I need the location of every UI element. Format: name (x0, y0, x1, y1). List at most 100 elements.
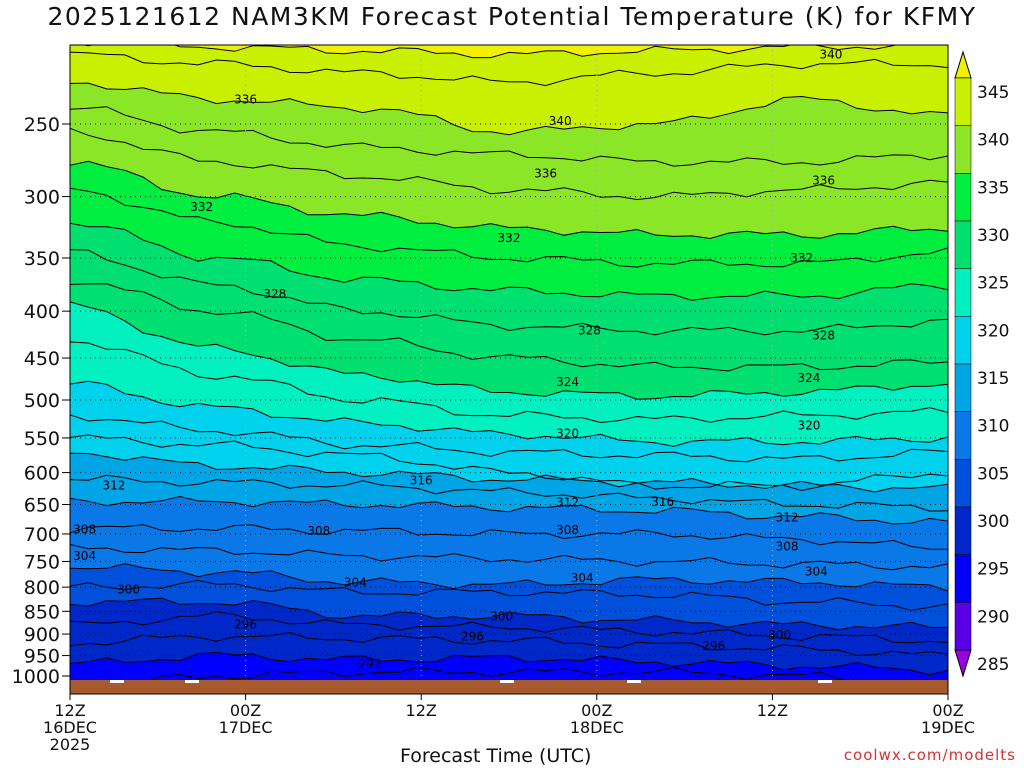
contour-label-296: 296 (702, 639, 725, 653)
contour-label-304: 304 (73, 549, 96, 563)
colorbar-band (954, 554, 972, 603)
isentrope-302 (70, 579, 948, 611)
theta-fill-layer (70, 45, 948, 680)
isentrope-326 (70, 283, 948, 372)
y-tick-label-850: 850 (24, 601, 60, 623)
colorbar-label-305: 305 (977, 464, 1009, 484)
colorbar: 345 340 335 330 325 320 315 310 305 300 295 290 285 (954, 50, 1009, 678)
colorbar-bottom-arrow (954, 649, 972, 678)
colorbar-band (954, 77, 972, 126)
colorbar-band (954, 316, 972, 365)
colorbar-band (954, 125, 972, 174)
colorbar-label-320: 320 (977, 321, 1009, 341)
colorbar-label-340: 340 (977, 131, 1009, 151)
isentrope-300 (70, 597, 948, 631)
colorbar-band (954, 602, 972, 651)
contour-label-332: 332 (498, 231, 521, 245)
x-tick-label-0-2: 16DEC (43, 718, 97, 737)
isentrope-340 (70, 82, 948, 136)
x-axis-label: Forecast Time (UTC) (400, 745, 592, 767)
isentrope-292 (148, 666, 934, 680)
surface-marker (627, 680, 641, 683)
colorbar-label-335: 335 (977, 178, 1009, 198)
contour-label-300: 300 (117, 583, 140, 597)
y-tick-label-300: 300 (24, 187, 60, 209)
contour-label-300: 300 (768, 628, 791, 642)
x-tick-label-60-2: 19DEC (921, 718, 975, 737)
colorbar-band (954, 363, 972, 412)
y-tick-label-650: 650 (24, 494, 60, 516)
surface-marker (185, 680, 199, 683)
surface-marker (500, 680, 514, 683)
colorbar-band (954, 506, 972, 555)
y-tick-label-1000: 1000 (12, 666, 60, 688)
contour-label-300: 300 (490, 609, 513, 623)
contour-label-304: 304 (805, 564, 828, 578)
contour-label-296: 296 (234, 618, 257, 632)
isentrope-314 (70, 452, 948, 493)
chart-title: 2025121612 NAM3KM Forecast Potential Tem… (47, 2, 977, 31)
theta-band-292 (70, 667, 948, 680)
colorbar-label-315: 315 (977, 369, 1009, 389)
x-tick-label-48-1: 12Z (757, 701, 788, 720)
isentrope-310 (70, 495, 948, 525)
contour-label-336: 336 (534, 166, 557, 180)
surface-marker (110, 680, 124, 683)
y-tick-label-400: 400 (24, 301, 60, 323)
contour-label-304: 304 (571, 571, 594, 585)
x-tick-label-12-1: 00Z (230, 701, 261, 720)
colorbar-label-285: 285 (977, 655, 1009, 675)
y-tick-label-500: 500 (24, 390, 60, 412)
surface-marker (818, 680, 832, 683)
colorbar-top-arrow (954, 50, 972, 79)
contour-label-332: 332 (790, 251, 813, 265)
colorbar-label-345: 345 (977, 83, 1009, 103)
isentrope-338 (70, 106, 948, 167)
y-axis: 2503003504004505005506006507007508008509… (12, 114, 70, 688)
colorbar-band (954, 411, 972, 460)
isentrope-322 (70, 341, 948, 424)
isentrope-306 (70, 544, 948, 571)
x-tick-label-60-1: 00Z (932, 701, 963, 720)
contour-label-312: 312 (556, 496, 579, 510)
y-tick-label-950: 950 (24, 646, 60, 668)
isentrope-332 (70, 187, 948, 268)
isentrope-344 (81, 45, 898, 59)
contour-label-296: 296 (461, 629, 484, 643)
contour-label-308: 308 (307, 524, 330, 538)
x-tick-label-12-2: 17DEC (219, 718, 273, 737)
isentrope-312 (70, 474, 948, 512)
contour-label-324: 324 (798, 371, 821, 385)
contour-label-328: 328 (263, 287, 286, 301)
y-tick-label-350: 350 (24, 248, 60, 270)
y-tick-label-450: 450 (24, 348, 60, 370)
contour-label-layer: 340 340 336 336 336 332 332 332 328 328 328 324 324 3… (73, 48, 842, 671)
contour-label-308: 308 (776, 539, 799, 553)
contour-label-328: 328 (578, 324, 601, 338)
contour-label-320: 320 (798, 418, 821, 432)
ground-surface-band (70, 680, 948, 694)
y-tick-label-600: 600 (24, 463, 60, 485)
colorbar-band (954, 220, 972, 269)
colorbar-label-310: 310 (977, 417, 1009, 437)
contour-label-312: 312 (102, 479, 125, 493)
colorbar-band (954, 268, 972, 317)
y-tick-label-900: 900 (24, 624, 60, 646)
contour-label-336: 336 (812, 173, 835, 187)
colorbar-band (954, 173, 972, 222)
x-tick-label-0-1: 12Z (54, 701, 85, 720)
isentrope-298 (70, 611, 948, 644)
y-tick-label-250: 250 (24, 114, 60, 136)
contour-label-308: 308 (556, 523, 579, 537)
isentrope-328 (70, 249, 948, 336)
isentrope-334 (70, 160, 948, 240)
x-tick-label-36-2: 18DEC (570, 718, 624, 737)
contour-label-308: 308 (73, 522, 96, 536)
colorbar-label-295: 295 (977, 560, 1009, 580)
contour-label-316: 316 (651, 495, 674, 509)
contour-label-312: 312 (776, 511, 799, 525)
colorbar-label-325: 325 (977, 274, 1009, 294)
y-tick-label-700: 700 (24, 524, 60, 546)
